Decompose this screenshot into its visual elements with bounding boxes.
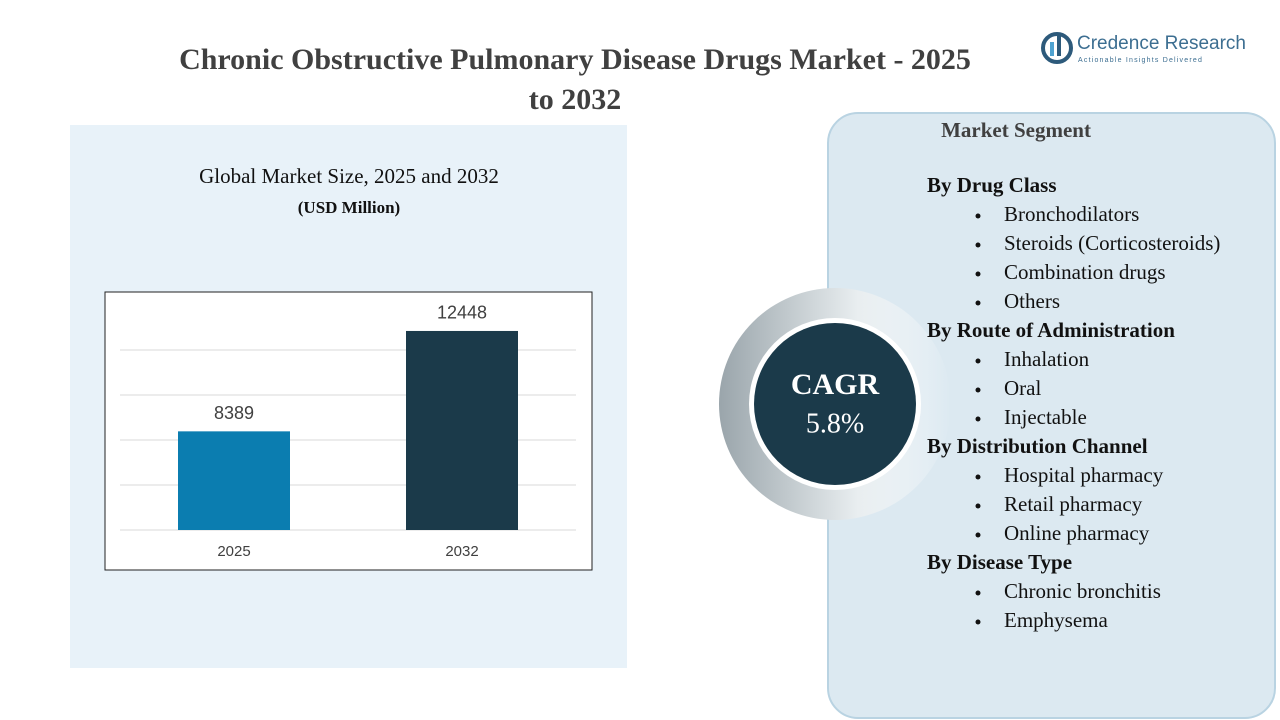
segment-group: By Drug Class xyxy=(927,173,1057,197)
bullet xyxy=(975,242,981,248)
value-label: 12448 xyxy=(437,303,487,323)
bullet xyxy=(975,503,981,509)
segment-item: Inhalation xyxy=(1004,347,1090,371)
bullet xyxy=(975,271,981,277)
bullet xyxy=(975,358,981,364)
bullet xyxy=(975,213,981,219)
x-tick-label: 2032 xyxy=(445,543,478,560)
segment-item: Online pharmacy xyxy=(1004,521,1150,545)
bullet xyxy=(975,416,981,422)
logo-text: Credence Research xyxy=(1077,33,1246,54)
logo-bar xyxy=(1057,36,1061,56)
segment-item: Injectable xyxy=(1004,405,1087,429)
cagr-circle xyxy=(754,323,916,485)
logo-tagline: Actionable Insights Delivered xyxy=(1078,57,1203,64)
segment-item: Others xyxy=(1004,289,1060,313)
chart-title: Global Market Size, 2025 and 2032 xyxy=(199,164,499,188)
bar xyxy=(178,431,290,530)
bullet xyxy=(975,619,981,625)
segment-item: Retail pharmacy xyxy=(1004,492,1143,516)
cagr-value: 5.8% xyxy=(806,408,864,439)
segment-item: Steroids (Corticosteroids) xyxy=(1004,231,1220,255)
logo-icon xyxy=(1041,32,1073,64)
bar xyxy=(406,330,518,530)
segment-title: Market Segment xyxy=(941,118,1091,142)
segment-item: Emphysema xyxy=(1004,608,1108,632)
segment-item: Oral xyxy=(1004,376,1041,400)
bullet xyxy=(975,474,981,480)
segment-group: By Distribution Channel xyxy=(927,434,1148,458)
chart-subtitle: (USD Million) xyxy=(298,198,400,217)
bullet xyxy=(975,387,981,393)
logo-bar xyxy=(1050,42,1054,56)
bullet xyxy=(975,532,981,538)
bullet xyxy=(975,590,981,596)
x-tick-label: 2025 xyxy=(217,543,250,560)
segment-item: Hospital pharmacy xyxy=(1004,463,1164,487)
logo: Credence Research Actionable Insights De… xyxy=(1041,32,1246,64)
bullet xyxy=(975,300,981,306)
segment-item: Chronic bronchitis xyxy=(1004,579,1161,603)
segment-group: By Disease Type xyxy=(927,550,1072,574)
segment-item: Bronchodilators xyxy=(1004,202,1139,226)
cagr-label: CAGR xyxy=(791,368,880,401)
segment-group: By Route of Administration xyxy=(927,318,1175,342)
segment-item: Combination drugs xyxy=(1004,260,1166,284)
value-label: 8389 xyxy=(214,403,254,423)
page-title: Chronic Obstructive Pulmonary Disease Dr… xyxy=(179,43,971,116)
